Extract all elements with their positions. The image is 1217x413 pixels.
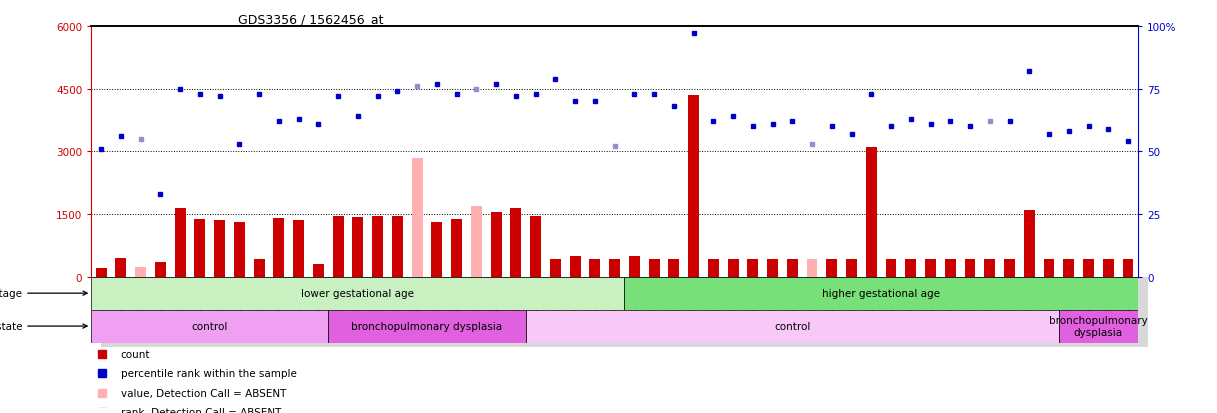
Bar [329, 310, 526, 343]
Bar [1044, 259, 1054, 277]
Text: development stage: development stage [0, 288, 88, 299]
Text: control: control [191, 321, 228, 331]
Bar [668, 259, 679, 277]
Bar [526, 310, 1059, 343]
Bar [96, 269, 107, 277]
Bar [610, 259, 619, 277]
Bar [274, 218, 285, 277]
Text: lower gestational age: lower gestational age [302, 288, 414, 299]
Bar [392, 216, 403, 277]
Bar [253, 259, 264, 277]
Bar [1004, 259, 1015, 277]
Bar [629, 256, 640, 277]
Text: value, Detection Call = ABSENT: value, Detection Call = ABSENT [120, 388, 286, 398]
Bar [807, 259, 818, 277]
Bar [313, 264, 324, 277]
Text: higher gestational age: higher gestational age [823, 288, 941, 299]
Bar [531, 216, 542, 277]
Bar [411, 158, 422, 277]
Text: control: control [774, 321, 811, 331]
Bar [944, 259, 955, 277]
Bar [925, 259, 936, 277]
Bar [175, 208, 185, 277]
Bar [1064, 259, 1075, 277]
Bar [624, 277, 1138, 310]
Bar [490, 212, 501, 277]
Bar [865, 148, 876, 277]
Text: disease state: disease state [0, 321, 88, 331]
Bar [195, 219, 206, 277]
Bar [649, 259, 660, 277]
Bar [91, 277, 624, 310]
Bar [826, 259, 837, 277]
Bar [135, 268, 146, 277]
Bar [550, 259, 561, 277]
Bar [589, 259, 600, 277]
Bar [965, 259, 976, 277]
Bar [353, 217, 364, 277]
Bar [155, 262, 166, 277]
Bar [214, 221, 225, 277]
Bar [787, 259, 797, 277]
Bar [708, 259, 719, 277]
Bar [91, 310, 329, 343]
Bar [747, 259, 758, 277]
Bar [1023, 210, 1034, 277]
Bar [905, 259, 916, 277]
Bar [728, 259, 739, 277]
Bar [886, 259, 897, 277]
Bar [688, 96, 699, 277]
Bar [431, 223, 442, 277]
Text: bronchopulmonary dysplasia: bronchopulmonary dysplasia [352, 321, 503, 331]
Bar [510, 208, 521, 277]
Bar [372, 216, 383, 277]
Bar [767, 259, 778, 277]
Bar [332, 216, 343, 277]
Text: bronchopulmonary
dysplasia: bronchopulmonary dysplasia [1049, 316, 1148, 337]
Text: percentile rank within the sample: percentile rank within the sample [120, 368, 297, 378]
Text: rank, Detection Call = ABSENT: rank, Detection Call = ABSENT [120, 407, 281, 413]
Bar [471, 206, 482, 277]
Bar [570, 256, 581, 277]
Bar [234, 223, 245, 277]
Bar [116, 258, 127, 277]
Text: GDS3356 / 1562456_at: GDS3356 / 1562456_at [237, 13, 383, 26]
Bar [846, 259, 857, 277]
Bar [101, 277, 1148, 347]
Bar [1122, 259, 1133, 277]
Bar [452, 219, 462, 277]
Bar [985, 259, 996, 277]
Bar [1059, 310, 1138, 343]
Bar [1103, 259, 1114, 277]
Text: count: count [120, 349, 150, 359]
Bar [293, 221, 304, 277]
Bar [1083, 259, 1094, 277]
